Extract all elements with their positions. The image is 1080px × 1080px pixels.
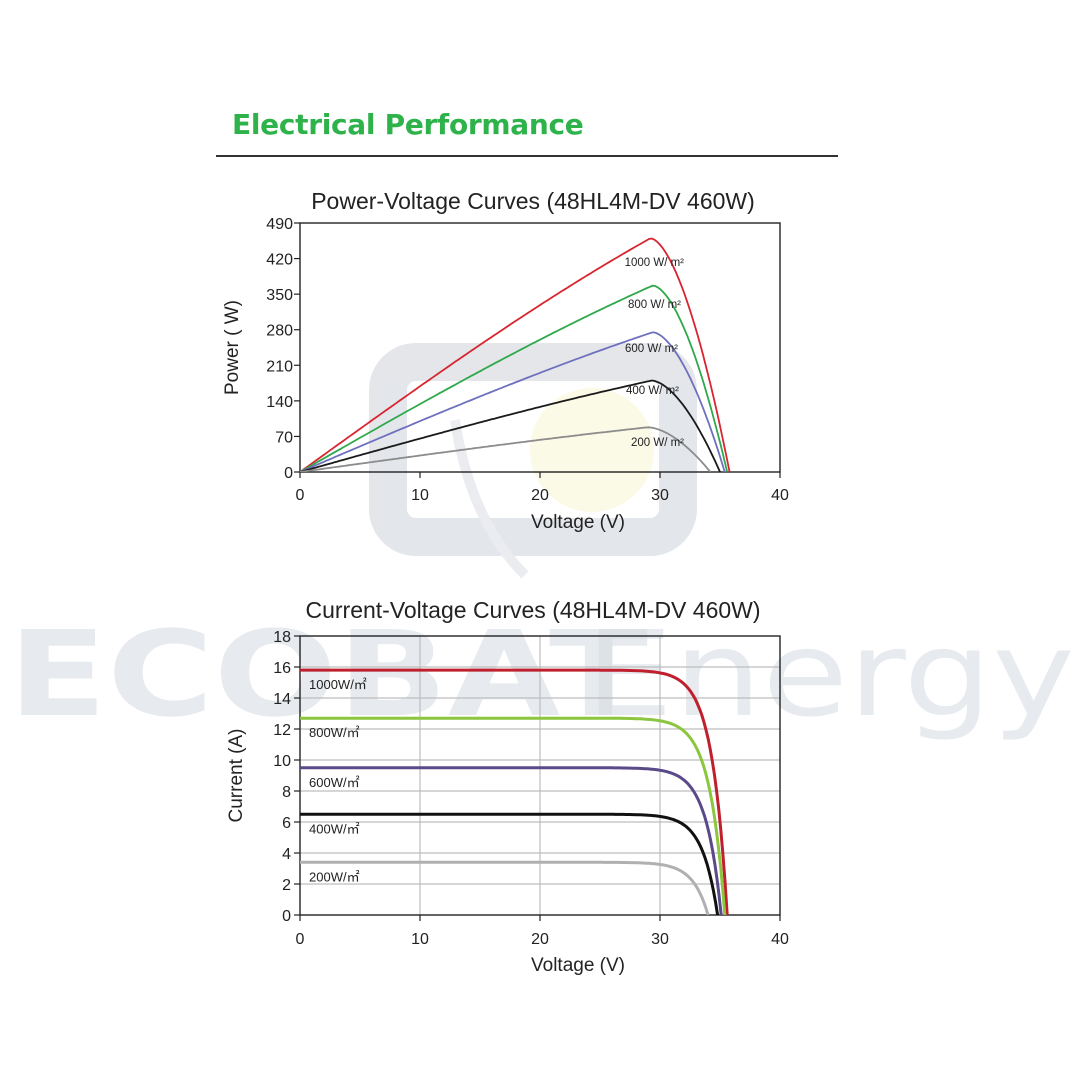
x-axis-label: Voltage (V) [531, 512, 625, 533]
y-tick-label: 490 [266, 216, 293, 233]
y-axis-label: Current (A) [226, 729, 247, 823]
series-label: 400W/㎡ [309, 821, 360, 836]
heading-divider [216, 155, 838, 157]
x-tick-label: 20 [531, 931, 549, 948]
series-label: 200W/㎡ [309, 869, 360, 884]
x-tick-label: 0 [296, 931, 305, 948]
x-tick-label: 40 [771, 487, 789, 504]
series-label: 600W/㎡ [309, 775, 360, 790]
series-label: 800 W/ m² [628, 299, 681, 311]
x-tick-label: 10 [411, 931, 429, 948]
y-tick-label: 280 [266, 323, 293, 340]
chart-title: Current-Voltage Curves (48HL4M-DV 460W) [305, 597, 760, 623]
series-line [300, 716, 727, 915]
y-tick-label: 420 [266, 252, 293, 269]
series-label: 200 W/ m² [631, 437, 684, 449]
series-label: 800W/㎡ [309, 725, 360, 740]
x-tick-label: 30 [651, 931, 669, 948]
series-line [300, 331, 726, 472]
y-tick-label: 210 [266, 358, 293, 375]
series-line [300, 766, 723, 915]
chart-title: Power-Voltage Curves (48HL4M-DV 460W) [311, 188, 755, 214]
y-tick-label: 70 [275, 429, 293, 446]
x-tick-label: 20 [531, 487, 549, 504]
y-tick-label: 4 [282, 846, 291, 863]
series-line [300, 237, 731, 472]
x-tick-label: 40 [771, 931, 789, 948]
y-tick-label: 0 [284, 465, 293, 482]
series-label: 1000W/㎡ [309, 677, 367, 692]
x-tick-label: 10 [411, 487, 429, 504]
series-label: 1000 W/ m² [625, 257, 685, 269]
y-tick-label: 18 [273, 629, 291, 646]
series-line [300, 812, 720, 915]
x-tick-label: 0 [296, 487, 305, 504]
section-heading: Electrical Performance [232, 108, 584, 141]
y-tick-label: 140 [266, 394, 293, 411]
y-tick-label: 0 [282, 908, 291, 925]
y-tick-label: 16 [273, 660, 291, 677]
y-tick-label: 10 [273, 753, 291, 770]
y-tick-label: 6 [282, 815, 291, 832]
series-line [300, 860, 710, 915]
y-tick-label: 12 [273, 722, 291, 739]
x-axis-label: Voltage (V) [531, 955, 625, 976]
x-tick-label: 30 [651, 487, 669, 504]
series-label: 400 W/ m² [626, 385, 679, 397]
series-line [300, 284, 729, 472]
y-tick-label: 14 [273, 691, 291, 708]
y-tick-label: 2 [282, 877, 291, 894]
y-tick-label: 350 [266, 287, 293, 304]
series-line [300, 426, 712, 472]
y-tick-label: 8 [282, 784, 291, 801]
series-line [300, 379, 721, 472]
series-line [300, 668, 729, 915]
series-label: 600 W/ m² [625, 343, 678, 355]
y-axis-label: Power ( W) [222, 300, 243, 395]
